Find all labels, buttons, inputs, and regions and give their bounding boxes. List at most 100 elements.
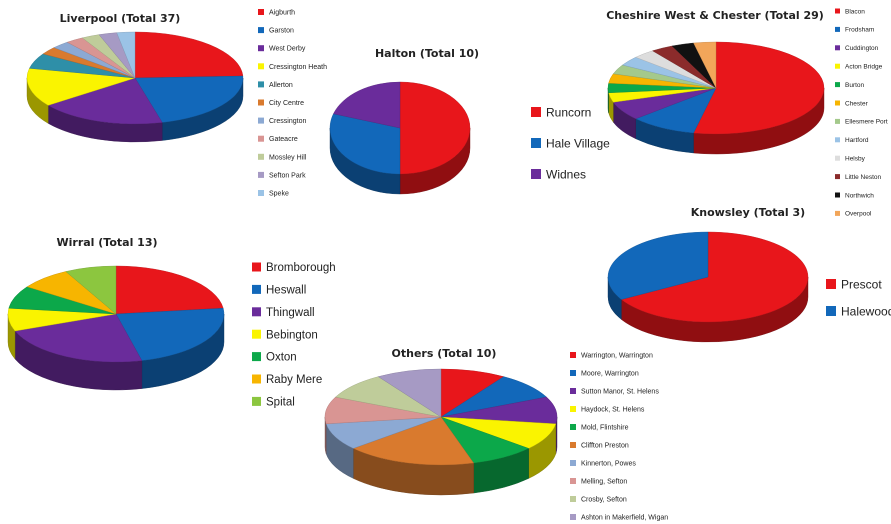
legend-label-oxton: Oxton bbox=[266, 352, 297, 364]
legend-label-mossley-hill: Mossley Hill bbox=[269, 154, 307, 161]
chart-title: Cheshire West & Chester (Total 29) bbox=[606, 9, 824, 22]
legend-swatch-hartford bbox=[835, 137, 840, 143]
legend-swatch-aigburth bbox=[258, 9, 264, 15]
legend-swatch-kinnerton-powes bbox=[570, 460, 576, 466]
legend-swatch-mossley-hill bbox=[258, 153, 264, 160]
legend-label-west-derby: West Derby bbox=[269, 46, 306, 53]
legend-label-warrington-warrington: Warrington, Warrington bbox=[581, 353, 653, 360]
legend-swatch-heswall bbox=[252, 284, 261, 294]
legend-swatch-haydock-st-helens bbox=[570, 406, 576, 412]
legend-swatch-cressington bbox=[258, 117, 264, 124]
legend-swatch-gateacre bbox=[258, 135, 264, 142]
legend-label-bromborough: Bromborough bbox=[266, 262, 336, 274]
legend-swatch-moore-warrington bbox=[570, 370, 576, 376]
pie-slice-prescot bbox=[620, 231, 809, 323]
pie-chart-knowsley: Knowsley (Total 3) Prescot Halewood bbox=[607, 206, 891, 343]
legend-swatch-speke bbox=[258, 190, 264, 196]
legend-swatch-cuddington bbox=[835, 45, 840, 51]
chart-title: Halton (Total 10) bbox=[375, 47, 479, 60]
legend-label-frodsham: Frodsham bbox=[845, 27, 874, 34]
legend-swatch-prescot bbox=[826, 279, 836, 289]
legend-swatch-ellesmere-port bbox=[835, 118, 840, 124]
legend-swatch-spital bbox=[252, 396, 261, 406]
legend-label-haydock-st-helens: Haydock, St. Helens bbox=[581, 407, 645, 414]
pie-slice-speke bbox=[116, 31, 136, 79]
legend-label-acton-bridge: Acton Bridge bbox=[845, 64, 883, 71]
legend-label-runcorn: Runcorn bbox=[546, 105, 591, 119]
pie-slice-runcorn bbox=[399, 81, 471, 175]
legend-label-mold-flintshire: Mold, Flintshire bbox=[581, 425, 629, 432]
legend-swatch-ashton-in-makerfield-wigan bbox=[570, 514, 576, 520]
legend-label-gateacre: Gateacre bbox=[269, 136, 298, 143]
legend-label-cliffton-preston: Cliffton Preston bbox=[581, 443, 629, 450]
legend-label-cressington-heath: Cressington Heath bbox=[269, 64, 327, 71]
legend-label-overpool: Overpool bbox=[845, 211, 872, 218]
legend-label-aigburth: Aigburth bbox=[269, 10, 295, 17]
legend-swatch-burton bbox=[835, 82, 840, 88]
legend-swatch-crosby-sefton bbox=[570, 496, 576, 502]
pie-slice-hale-village bbox=[329, 113, 401, 175]
legend-label-cuddington: Cuddington bbox=[845, 45, 879, 52]
legend-swatch-frodsham bbox=[835, 26, 840, 32]
legend-swatch-oxton bbox=[252, 352, 261, 362]
legend-swatch-hale-village bbox=[531, 138, 541, 148]
pie-slice-blacon bbox=[693, 41, 825, 135]
legend-label-ashton-in-makerfield-wigan: Ashton in Makerfield, Wigan bbox=[581, 515, 668, 522]
pie-chart-halton: Halton (Total 10) Runcorn Hale Village Widn… bbox=[329, 47, 610, 195]
chart-title: Knowsley (Total 3) bbox=[691, 206, 805, 219]
legend-label-blacon: Blacon bbox=[845, 8, 865, 15]
legend-label-hartford: Hartford bbox=[845, 137, 869, 144]
legend-swatch-sefton-park bbox=[258, 171, 264, 178]
legend-swatch-allerton bbox=[258, 81, 264, 88]
legend-swatch-bebington bbox=[252, 329, 261, 339]
legend-swatch-warrington-warrington bbox=[570, 352, 576, 358]
legend-swatch-blacon bbox=[835, 8, 840, 14]
legend-label-raby-mere: Raby Mere bbox=[266, 374, 322, 386]
legend-label-city-centre: City Centre bbox=[269, 100, 304, 107]
legend-label-helsby: Helsby bbox=[845, 156, 866, 163]
legend-label-burton: Burton bbox=[845, 82, 865, 89]
legend-swatch-thingwall bbox=[252, 307, 261, 317]
chart-title: Others (Total 10) bbox=[392, 347, 497, 360]
legend-label-prescot: Prescot bbox=[841, 277, 882, 291]
pie-slice-garston bbox=[134, 75, 244, 123]
legend-swatch-melling-sefton bbox=[570, 478, 576, 484]
legend-label-bebington: Bebington bbox=[266, 329, 318, 341]
pie-chart-others: Others (Total 10) Warrington, Warrington M… bbox=[324, 347, 668, 522]
pie-slice-thingwall bbox=[14, 313, 143, 363]
legend-label-halewood: Halewood bbox=[841, 304, 891, 318]
pie-slice-cliffton-preston bbox=[352, 416, 475, 466]
legend-label-kinnerton-powes: Kinnerton, Powes bbox=[581, 461, 636, 468]
pie-slice-ashton-in-makerfield-wigan bbox=[377, 368, 442, 418]
chart-title: Liverpool (Total 37) bbox=[60, 12, 181, 25]
legend-swatch-chester bbox=[835, 100, 840, 106]
legend-label-northwich: Northwich bbox=[845, 192, 874, 199]
pie-chart-cheshire-west-chester: Cheshire West & Chester (Total 29) Blacon… bbox=[606, 8, 888, 217]
legend-label-sutton-manor-st-helens: Sutton Manor, St. Helens bbox=[581, 389, 659, 396]
pie-slice-halewood bbox=[607, 231, 709, 300]
legend-label-little-neston: Little Neston bbox=[845, 174, 882, 181]
legend-swatch-raby-mere bbox=[252, 374, 261, 384]
legend-label-sefton-park: Sefton Park bbox=[269, 172, 306, 179]
pie-slice-widnes bbox=[333, 81, 401, 129]
legend-swatch-sutton-manor-st-helens bbox=[570, 388, 576, 394]
legend-swatch-helsby bbox=[835, 155, 840, 161]
pie-chart-liverpool: Liverpool (Total 37) Aigburth Garston West … bbox=[26, 9, 327, 198]
legend-swatch-cressington-heath bbox=[258, 63, 264, 70]
legend-swatch-little-neston bbox=[835, 174, 840, 180]
pie-slice-aigburth bbox=[134, 31, 244, 79]
legend-swatch-city-centre bbox=[258, 99, 264, 106]
legend-swatch-mold-flintshire bbox=[570, 424, 576, 430]
pie-slice-spital bbox=[65, 265, 117, 315]
legend-label-thingwall: Thingwall bbox=[266, 307, 315, 319]
legend-swatch-cliffton-preston bbox=[570, 442, 576, 448]
legend-swatch-widnes bbox=[531, 169, 541, 179]
legend-label-chester: Chester bbox=[845, 100, 869, 107]
pie-slice-overpool bbox=[693, 41, 717, 89]
legend-swatch-garston bbox=[258, 27, 264, 34]
pie-slice-west-derby bbox=[47, 77, 163, 125]
pie-slice-cressington-heath bbox=[26, 68, 136, 106]
legend-label-allerton: Allerton bbox=[269, 82, 293, 89]
legend-label-melling-sefton: Melling, Sefton bbox=[581, 479, 627, 486]
legend-label-cressington: Cressington bbox=[269, 118, 306, 125]
